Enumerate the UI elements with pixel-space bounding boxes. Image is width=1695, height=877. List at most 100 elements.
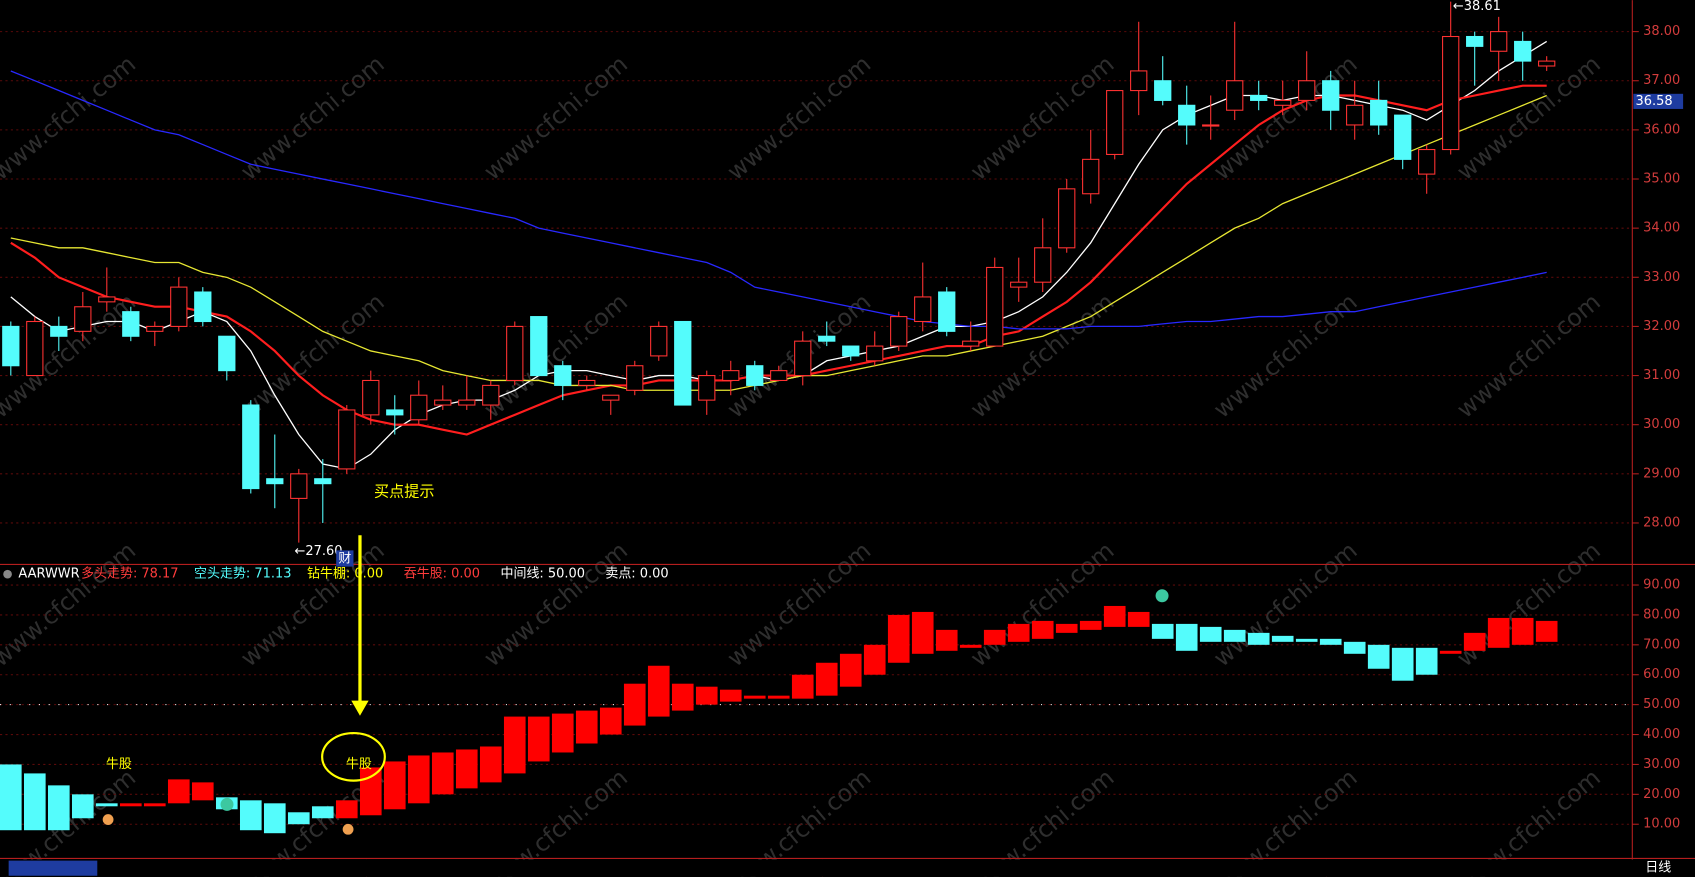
y-tick-label: 80.00 [1643, 607, 1680, 622]
buy-hint: 买点提示 [374, 483, 435, 501]
y-tick-label: 50.00 [1643, 697, 1680, 712]
indicator-bar [719, 689, 742, 702]
y-tick-label: 33.00 [1643, 270, 1680, 285]
candle-body [1154, 80, 1172, 101]
candle-body [1178, 104, 1196, 126]
candle-body [698, 375, 716, 401]
y-tick-label: 36.00 [1643, 122, 1680, 137]
indicator-bar [95, 803, 118, 807]
indicator-bar [839, 653, 862, 687]
indicator-bar [1463, 632, 1486, 651]
indicator-bar [815, 662, 838, 696]
indicator-bar [911, 611, 934, 654]
indicator-bar [935, 629, 958, 651]
candle-body [1082, 158, 1100, 195]
y-tick-label: 35.00 [1643, 172, 1680, 187]
candle-body [1058, 188, 1076, 249]
indicator-bar [167, 779, 190, 804]
hand-icon [342, 823, 354, 835]
highlight-circle [321, 731, 386, 782]
candle-body [1418, 148, 1436, 175]
candle-body [26, 320, 44, 377]
candle-body [866, 345, 884, 362]
y-tick-label: 38.00 [1643, 24, 1680, 39]
arrow-head [351, 700, 369, 716]
candle-body [770, 370, 788, 382]
candle-body [554, 365, 572, 386]
indicator-bar [455, 749, 478, 789]
indicator-bar [743, 695, 766, 699]
candle-body [74, 306, 92, 332]
indicator-bar [1535, 620, 1558, 642]
indicator-bar [623, 683, 646, 726]
finance-tag-bg [336, 550, 354, 567]
legend-item: 空头走势: 71.13 [194, 566, 292, 582]
indicator-bar [263, 803, 286, 834]
date-bar [0, 859, 1695, 877]
indicator-toggle[interactable] [3, 569, 12, 579]
indicator-bar [1391, 647, 1414, 681]
indicator-bar [695, 686, 718, 705]
indicator-bar [1511, 617, 1534, 645]
bull-label: 牛股 [106, 757, 132, 772]
candle-body [1370, 99, 1388, 126]
candle-body [890, 316, 908, 347]
indicator-bar [239, 800, 262, 831]
candle-body [1394, 114, 1412, 160]
indicator-bar [551, 713, 574, 753]
candle-body [578, 379, 596, 386]
hand-icon [102, 814, 114, 825]
candle-body [1538, 60, 1556, 67]
y-tick-label: 10.00 [1643, 817, 1680, 832]
legend-item: 吞牛股: 0.00 [404, 567, 480, 582]
candle-body [1034, 247, 1052, 283]
candle-body [1442, 35, 1460, 151]
indicator-bar [1343, 641, 1366, 654]
indicator-bar [1199, 626, 1222, 642]
indicator-bar [47, 785, 70, 831]
price-marker: 36.58 [1636, 94, 1673, 109]
candle-body [1298, 80, 1316, 101]
candle-body [50, 325, 68, 337]
indicator-bar [671, 683, 694, 711]
candle-body [818, 335, 836, 342]
candle-body [242, 404, 260, 490]
indicator-bar [1367, 644, 1390, 669]
finance-tag: 财 [338, 552, 351, 567]
candle-body [122, 311, 140, 337]
indicator-bar [143, 803, 166, 807]
candle-body [602, 394, 620, 401]
candle-body [506, 325, 524, 382]
candle-body [314, 478, 332, 485]
indicator-bar [791, 674, 814, 699]
indicator-bar [71, 794, 94, 819]
indicator-bar [503, 716, 526, 774]
indicator-bar [983, 629, 1006, 645]
check-icon [220, 797, 234, 811]
high-annotation: ←38.61 [1453, 0, 1501, 14]
indicator-bar [1127, 611, 1150, 627]
indicator-bar [359, 767, 382, 816]
candle-body [1346, 104, 1364, 126]
indicator-bar [287, 812, 310, 825]
candle-body [1202, 124, 1220, 127]
candle-body [938, 291, 956, 332]
candle-body [410, 394, 428, 421]
check-icon [1155, 589, 1169, 603]
indicator-bar [1175, 623, 1198, 651]
date-highlight [8, 860, 98, 876]
price-marker-bg [1633, 93, 1684, 109]
candle-body [1490, 31, 1508, 52]
candle-body [1130, 70, 1148, 92]
legend-item: 多头走势: 78.17 [81, 566, 179, 582]
y-tick-label: 37.00 [1643, 73, 1680, 88]
candle-body [1226, 80, 1244, 111]
indicator-bar [0, 764, 22, 831]
candle-body [1322, 80, 1340, 111]
candle-body [842, 345, 860, 357]
indicator-bar [1415, 647, 1438, 675]
indicator-bar [647, 665, 670, 717]
indicator-bar [335, 800, 358, 819]
